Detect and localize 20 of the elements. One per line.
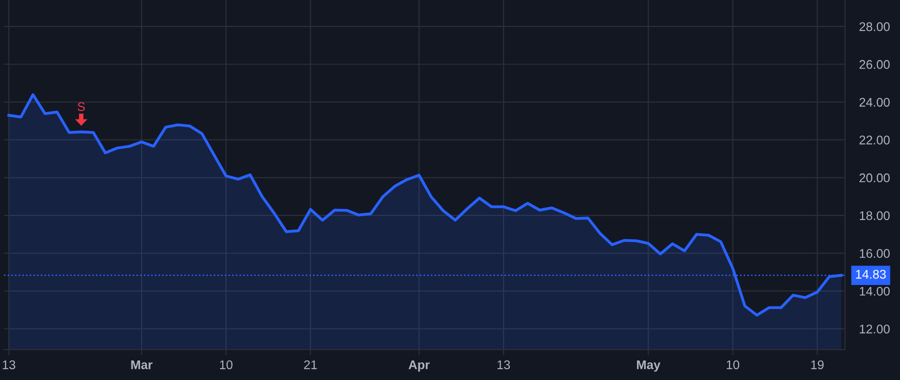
x-tick-label: 21 [304, 360, 317, 370]
y-tick-label: 18.00 [860, 211, 890, 220]
annotation: S [78, 102, 85, 112]
x-tick-label: 13 [498, 360, 510, 370]
ref-line-label: 14.83 [856, 270, 886, 279]
y-tick-label: 28.00 [860, 22, 890, 32]
x-tick-label: May [637, 360, 660, 372]
x-tick-label: Apr [408, 360, 430, 372]
y-tick-label: 26.00 [860, 60, 890, 69]
x-tick-label: 19 [811, 360, 824, 370]
y-tick-label: 12.00 [860, 324, 890, 334]
y-tick-label: 20.00 [860, 173, 890, 182]
x-tick-label: Mar [131, 360, 152, 370]
x-tick-label: 10 [726, 360, 740, 370]
y-tick-label: 22.00 [860, 136, 890, 144]
y-tick-label: 14.00 [860, 286, 890, 296]
y-tick-label: 16.00 [860, 249, 890, 258]
x-tick-label: 13 [2, 360, 16, 370]
y-tick-label: 24.00 [860, 98, 890, 107]
x-tick-label: 10 [220, 360, 232, 370]
